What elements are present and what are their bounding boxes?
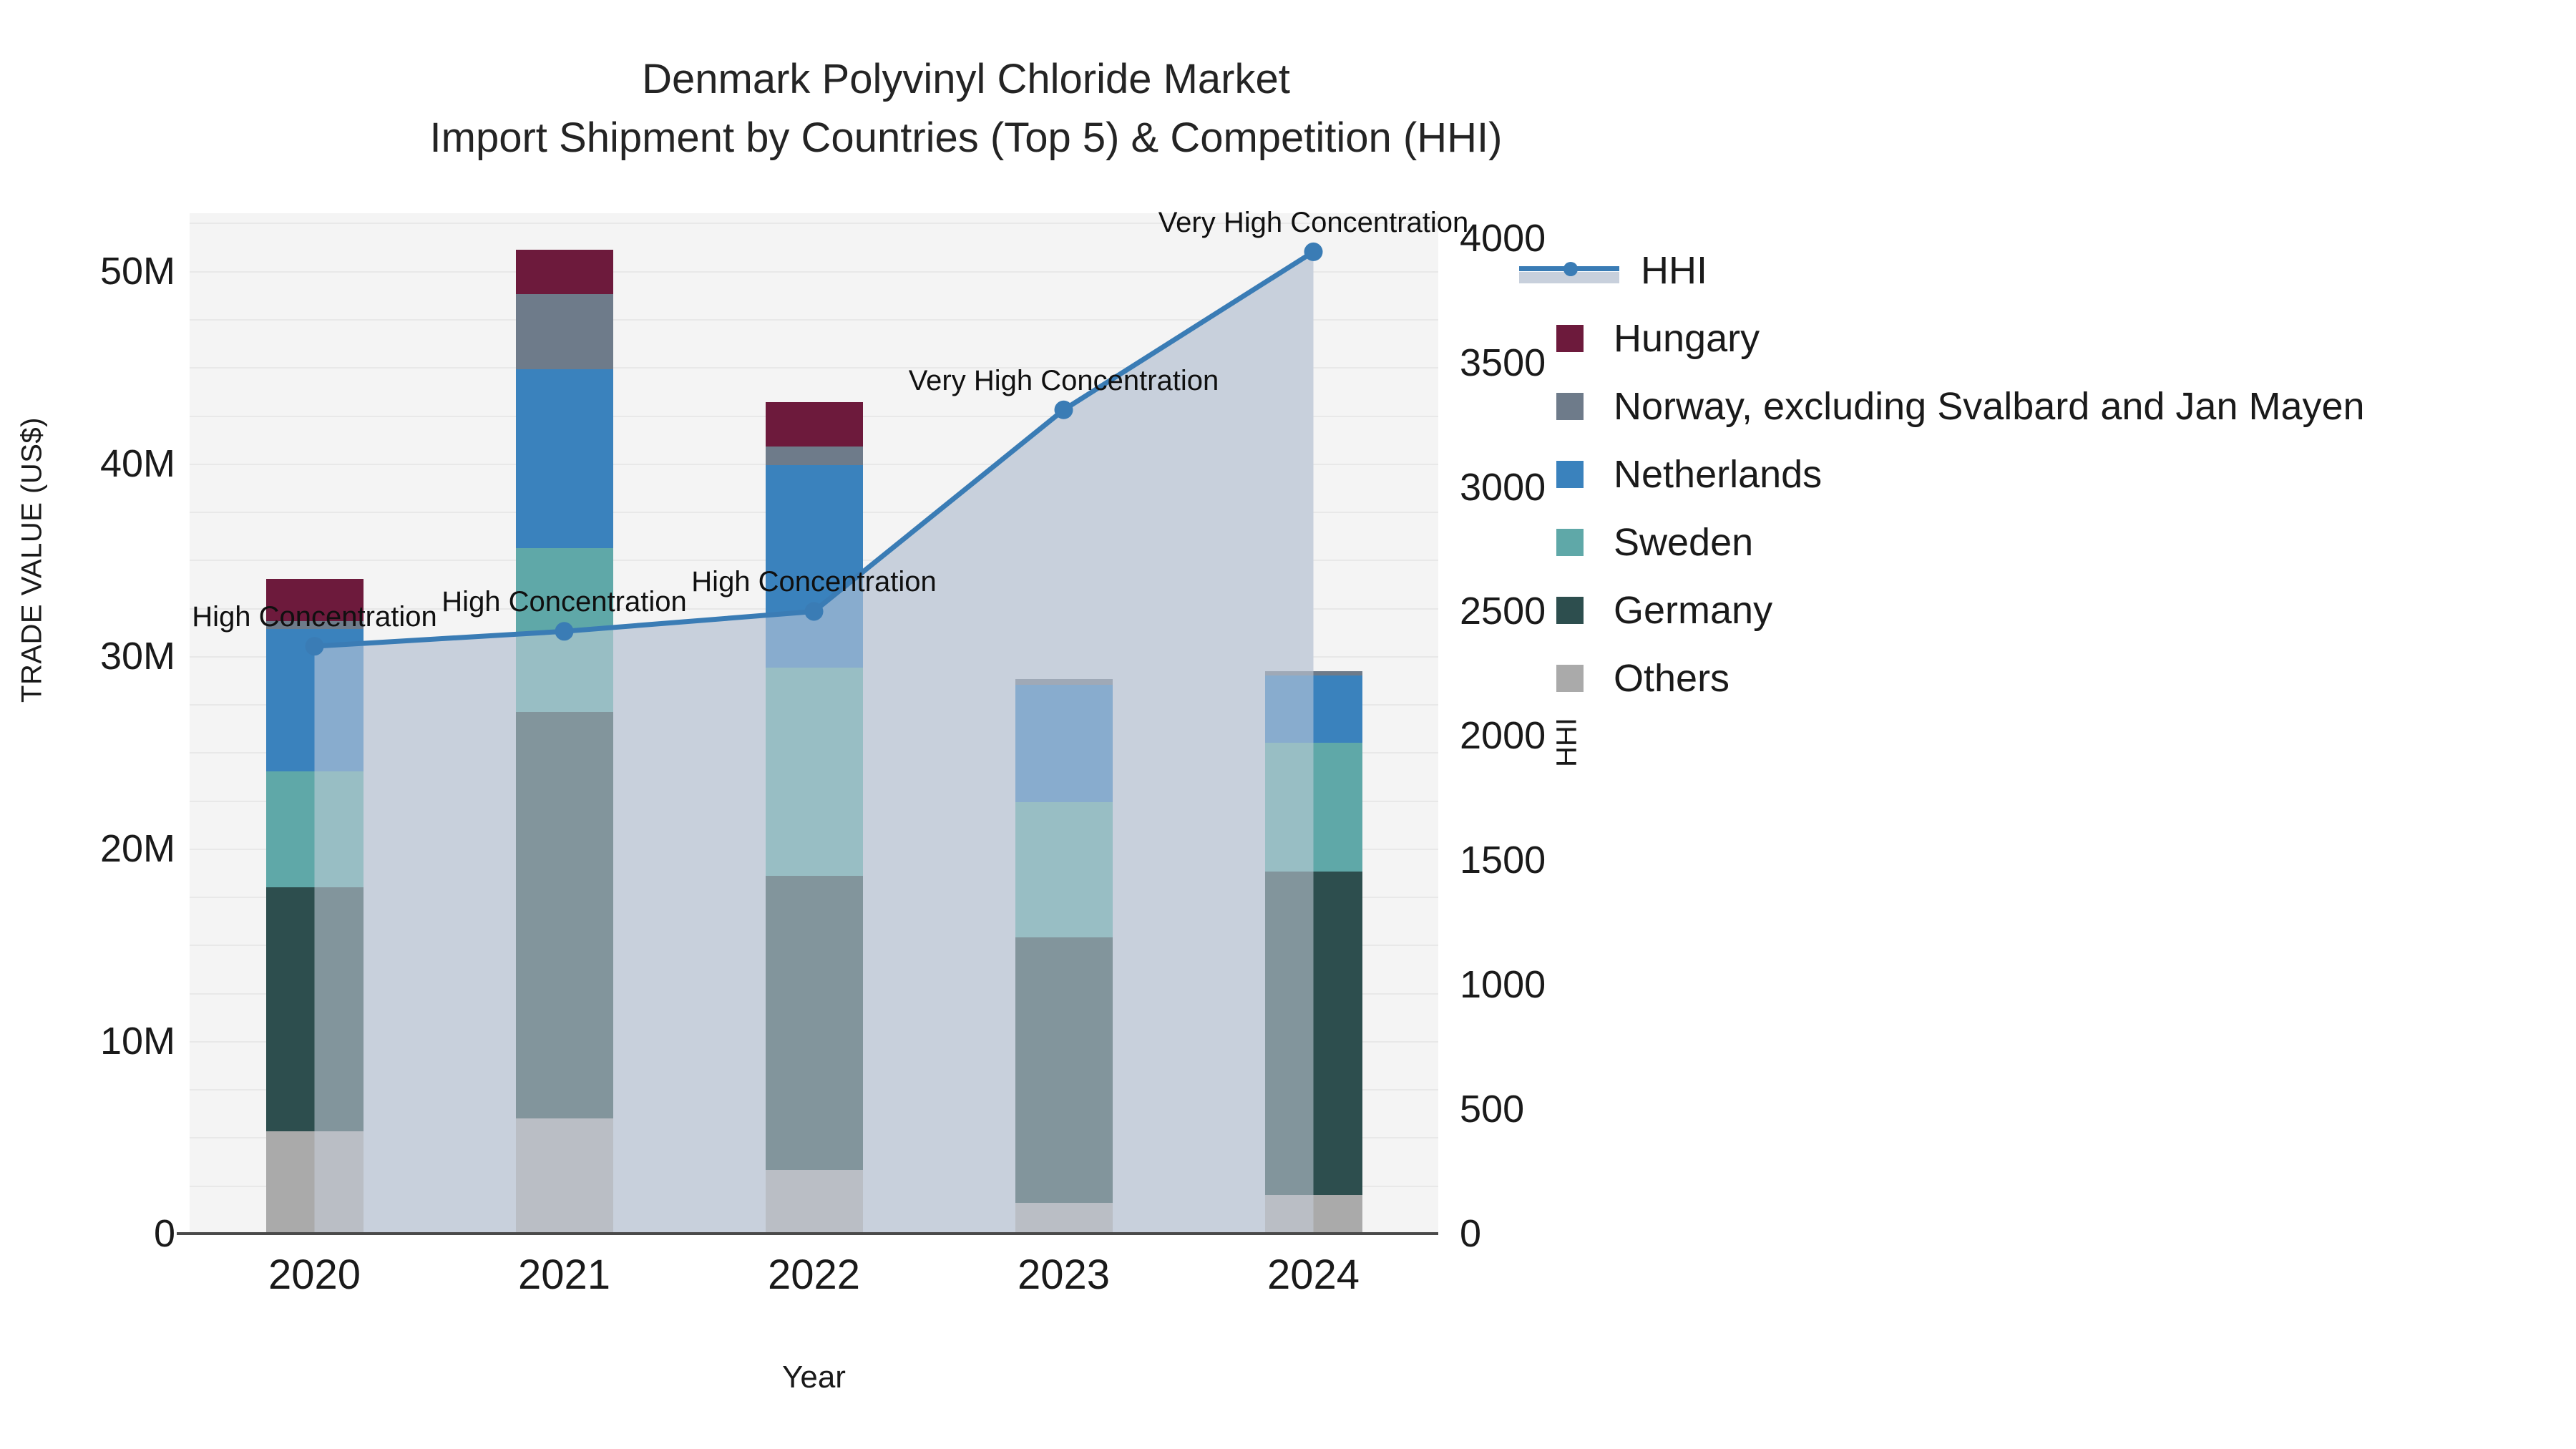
y2-tick-label: 3500 xyxy=(1460,341,1546,384)
y2-tick-label: 1000 xyxy=(1460,963,1546,1007)
legend-color-swatch-icon xyxy=(1556,324,1584,352)
gridline xyxy=(190,223,1438,225)
y-tick-label: 0 xyxy=(153,1212,175,1255)
y-axis-ticks: 0 10M 20M 30M 40M 50M xyxy=(0,0,175,1449)
x-tick-label: 2022 xyxy=(767,1252,861,1298)
x-tick-label: 2021 xyxy=(517,1252,611,1298)
y2-axis-ticks: 0 500 1000 1500 2000 2500 3000 3500 4000 xyxy=(1445,0,1617,1449)
hhi-line xyxy=(305,242,1323,656)
x-tick-label: 2023 xyxy=(1017,1252,1111,1298)
legend: HHI Hungary Norway, excluding Svalbard and… xyxy=(1519,236,2558,712)
bar-segment[interactable] xyxy=(1264,671,1362,675)
y2-tick-label: 0 xyxy=(1460,1212,1482,1255)
hhi-annotation: Very High Concentration xyxy=(1158,206,1469,238)
y2-tick-label: 3000 xyxy=(1460,465,1546,509)
legend-item-hhi[interactable]: HHI xyxy=(1519,236,2558,304)
legend-item-label: HHI xyxy=(1641,248,1707,292)
legend-item-norway[interactable]: Norway, excluding Svalbard and Jan Mayen xyxy=(1556,372,2558,440)
legend-color-swatch-icon xyxy=(1556,392,1584,420)
hhi-annotation: High Concentration xyxy=(441,586,687,618)
legend-item-germany[interactable]: Germany xyxy=(1556,576,2558,644)
y-tick-label: 40M xyxy=(99,441,175,485)
legend-item-label: Sweden xyxy=(1614,520,1754,564)
legend-item-others[interactable]: Others xyxy=(1556,644,2558,712)
y2-tick-label: 500 xyxy=(1460,1088,1525,1131)
legend-item-sweden[interactable]: Sweden xyxy=(1556,508,2558,576)
y-tick-label: 10M xyxy=(99,1019,175,1063)
y2-tick-label: 4000 xyxy=(1460,216,1546,260)
legend-item-hungary[interactable]: Hungary xyxy=(1556,304,2558,372)
hhi-annotation: High Concentration xyxy=(192,601,437,633)
legend-item-label: Netherlands xyxy=(1614,452,1823,496)
y-axis-zero-tick xyxy=(177,1232,191,1235)
chart-title-line2: Import Shipment by Countries (Top 5) & C… xyxy=(429,114,1503,162)
hhi-line-swatch-icon xyxy=(1519,256,1619,285)
plot-area xyxy=(190,213,1438,1235)
x-tick-label: 2024 xyxy=(1267,1252,1360,1298)
legend-item-label: Norway, excluding Svalbard and Jan Mayen xyxy=(1614,384,2365,428)
legend-color-swatch-icon xyxy=(1556,664,1584,692)
chart-title-line1: Denmark Polyvinyl Chloride Market xyxy=(642,56,1290,102)
y-tick-label: 50M xyxy=(99,249,175,293)
y2-tick-label: 2500 xyxy=(1460,590,1546,633)
y2-tick-label: 1500 xyxy=(1460,839,1546,882)
y2-tick-label: 2000 xyxy=(1460,714,1546,758)
legend-color-swatch-icon xyxy=(1556,596,1584,624)
x-axis-label: Year xyxy=(782,1360,846,1395)
y-axis-label: TRADE VALUE (US$) xyxy=(16,417,48,703)
x-tick-label: 2020 xyxy=(268,1252,361,1298)
y-tick-label: 30M xyxy=(99,634,175,678)
legend-item-label: Hungary xyxy=(1614,316,1760,360)
legend-item-label: Others xyxy=(1614,656,1730,700)
legend-item-netherlands[interactable]: Netherlands xyxy=(1556,440,2558,508)
hhi-annotation: Very High Concentration xyxy=(908,364,1219,396)
legend-item-label: Germany xyxy=(1614,588,1773,632)
y-tick-label: 20M xyxy=(99,826,175,870)
hhi-annotation: High Concentration xyxy=(691,566,937,598)
legend-color-swatch-icon xyxy=(1556,460,1584,488)
legend-color-swatch-icon xyxy=(1556,528,1584,556)
chart-title: Denmark Polyvinyl Chloride Market Import… xyxy=(0,50,1932,168)
x-axis-line xyxy=(190,1232,1438,1235)
